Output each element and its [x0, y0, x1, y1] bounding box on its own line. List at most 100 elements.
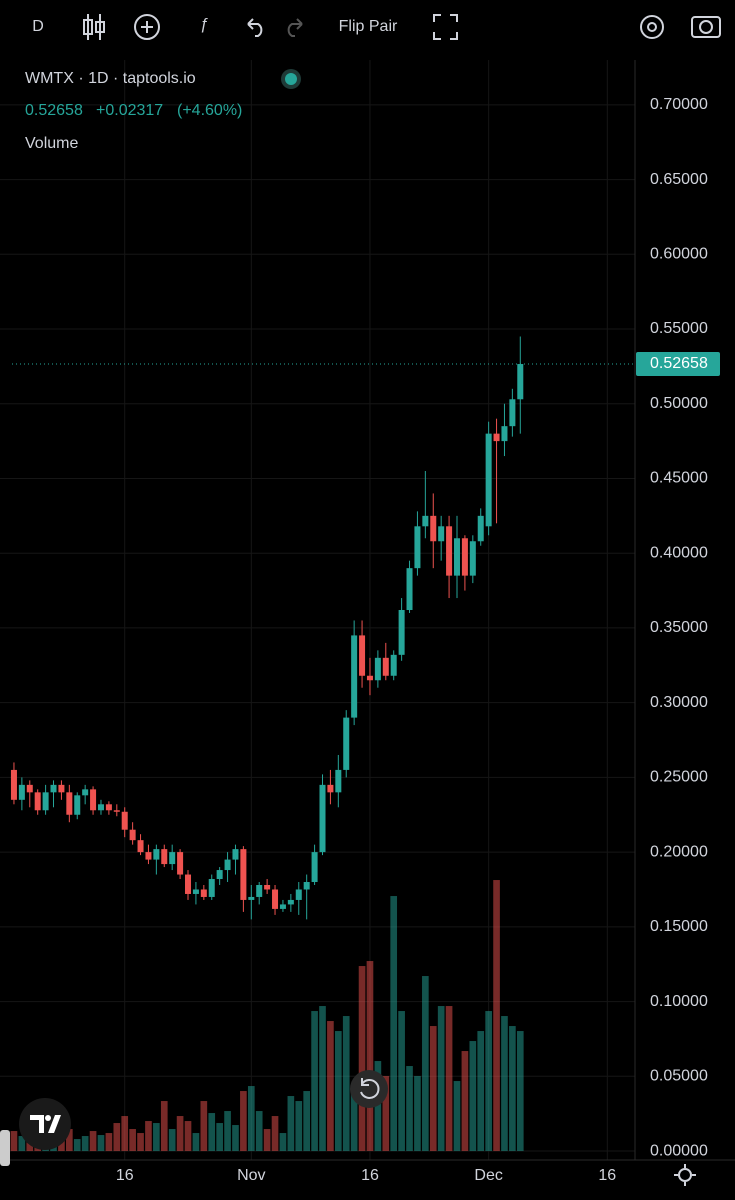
status-dot: [285, 73, 297, 85]
candle-body: [272, 889, 279, 909]
volume-bar: [255, 1111, 263, 1152]
candle-body: [97, 804, 104, 811]
volume-bar: [501, 1016, 508, 1152]
volume-bar: [469, 1041, 477, 1152]
y-tick-label: 0.25000: [650, 769, 708, 786]
candle-body: [216, 870, 223, 880]
y-tick-label: 0.05000: [650, 1068, 708, 1085]
volume-bar: [263, 1129, 271, 1152]
volume-bar: [461, 1051, 469, 1152]
candle-body: [185, 874, 192, 894]
last-price-label: 0.52658: [650, 355, 708, 372]
last-price: 0.52658: [25, 102, 83, 119]
candle-body: [169, 852, 176, 865]
chart-title: WMTX · 1D · taptools.io: [25, 70, 196, 87]
candle-body: [248, 896, 255, 900]
volume-bar: [18, 1136, 26, 1152]
y-tick-label: 0.35000: [650, 619, 708, 636]
candle-body: [390, 654, 397, 676]
y-tick-label: 0.65000: [650, 171, 708, 188]
screenshot-icon[interactable]: [691, 16, 721, 38]
volume-bar: [516, 1031, 524, 1152]
volume-bar: [216, 1123, 223, 1152]
volume-bar: [113, 1123, 121, 1152]
plot-area: 0.00000 0.05000 0.10000 0.15000 0.20000 0.250…: [0, 60, 720, 1184]
volume-bar: [509, 1026, 516, 1152]
volume-bar: [398, 1011, 405, 1152]
candle-body: [74, 795, 81, 815]
candle-body: [430, 515, 437, 542]
y-tick-label: 0.55000: [650, 320, 708, 337]
volume-bar: [382, 1076, 390, 1152]
volume-bar: [406, 1066, 413, 1152]
volume-bar: [327, 1021, 334, 1152]
volume-bar: [208, 1113, 216, 1152]
candle-body: [153, 849, 160, 860]
candle-body: [200, 889, 207, 897]
candle-body: [351, 635, 358, 718]
y-tick-label: 0.70000: [650, 96, 708, 113]
side-handle[interactable]: [0, 1130, 10, 1166]
candle-body: [446, 526, 453, 576]
candle-body: [18, 784, 25, 800]
candle-type-icon[interactable]: [83, 14, 105, 40]
y-tick-label: 0.50000: [650, 395, 708, 412]
volume-bar: [184, 1121, 192, 1152]
candle-body: [279, 904, 286, 909]
candle-body: [10, 769, 17, 800]
y-tick-label: 0.40000: [650, 544, 708, 561]
candle-body: [66, 792, 73, 815]
flip-pair-button[interactable]: Flip Pair: [339, 18, 398, 35]
candle-body: [485, 433, 492, 527]
candle-body: [366, 675, 373, 681]
candle-body: [517, 364, 524, 400]
volume-bar: [374, 1061, 382, 1152]
candle-body: [327, 784, 334, 793]
candle-body: [42, 792, 49, 811]
candle-body: [501, 426, 508, 442]
fullscreen-icon[interactable]: [433, 14, 458, 40]
undo-icon[interactable]: [247, 18, 263, 37]
candle-body: [58, 784, 65, 793]
reset-button[interactable]: [350, 1070, 388, 1108]
candle-body: [438, 526, 445, 542]
tv-logo[interactable]: [19, 1098, 71, 1150]
volume-bar: [105, 1133, 113, 1152]
candle-body: [493, 433, 500, 442]
candle-body: [374, 657, 381, 681]
redo-icon[interactable]: [287, 18, 303, 37]
volume-bar: [232, 1125, 239, 1152]
legend: WMTX · 1D · taptools.io 0.52658 +0.02317…: [25, 69, 301, 152]
candle-body: [343, 717, 350, 770]
settings-icon[interactable]: [640, 15, 664, 39]
candle-body: [398, 610, 405, 655]
candle-body: [469, 541, 476, 576]
x-tick-label: 16: [361, 1167, 379, 1184]
volume-bar: [200, 1101, 208, 1152]
volume-bar: [97, 1135, 105, 1152]
candle-body: [414, 526, 421, 569]
volume-bar: [319, 1006, 326, 1152]
candle-body: [82, 789, 89, 796]
volume-bar: [279, 1133, 287, 1152]
candle-body: [137, 840, 144, 853]
candle-body: [26, 784, 33, 793]
candle-body: [453, 538, 460, 576]
candle-body: [34, 792, 41, 811]
interval-button[interactable]: D: [32, 18, 44, 35]
volume-bar: [247, 1086, 255, 1152]
volume-bar: [137, 1133, 144, 1152]
add-indicator-icon[interactable]: [134, 14, 160, 40]
candle-body: [145, 852, 152, 860]
indicators-icon[interactable]: ƒ: [200, 16, 209, 33]
axis-settings-icon[interactable]: [674, 1164, 696, 1186]
volume-bar: [145, 1121, 152, 1152]
volume-bar: [366, 961, 374, 1152]
last-price-box: [636, 352, 720, 377]
volume-bar: [453, 1081, 461, 1152]
volume-bar: [271, 1116, 279, 1152]
volume-bar: [414, 1076, 421, 1152]
candle-body: [161, 849, 168, 865]
volume-bar: [342, 1016, 350, 1152]
